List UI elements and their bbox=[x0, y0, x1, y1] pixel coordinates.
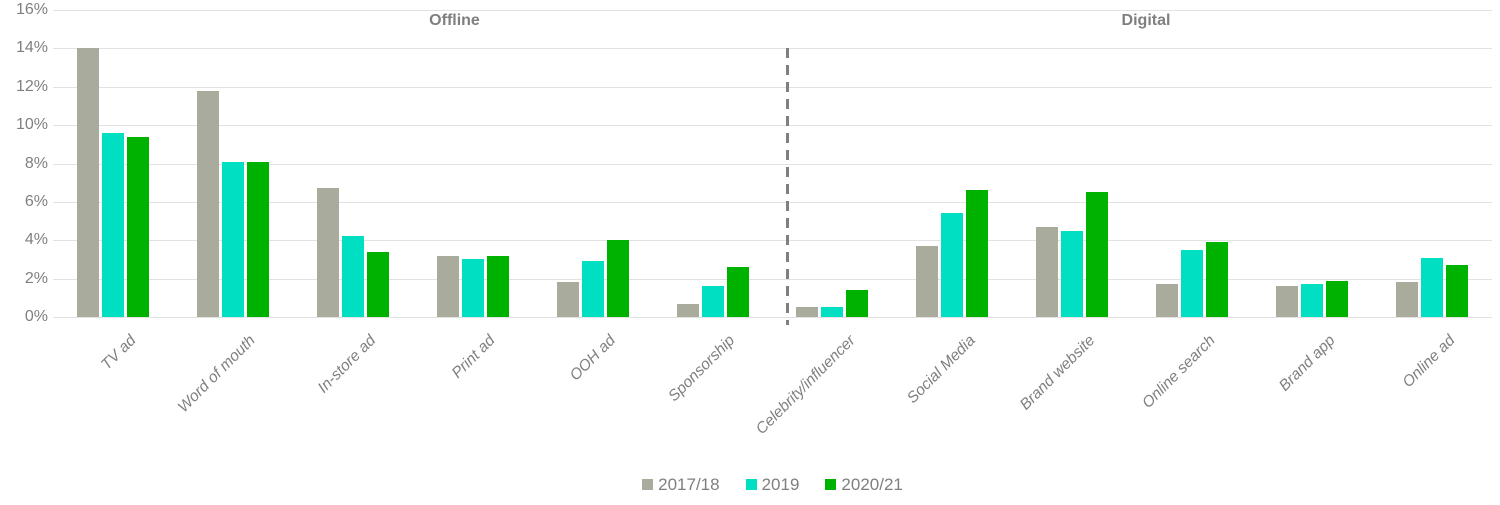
y-tick-label: 12% bbox=[15, 77, 48, 95]
y-tick-label: 4% bbox=[24, 231, 48, 249]
bar-2020-21-brand-website bbox=[1086, 192, 1109, 317]
bar-2020-21-tv-ad bbox=[126, 136, 149, 317]
bar-2017-18-ooh-ad bbox=[556, 282, 579, 317]
legend-swatch-icon bbox=[642, 479, 654, 490]
bar-2020-21-social-media bbox=[966, 190, 989, 317]
y-tick-label: 8% bbox=[24, 154, 48, 172]
bar-2020-21-print-ad bbox=[486, 255, 509, 317]
bar-2019-word-of-mouth bbox=[221, 161, 244, 317]
section-title-offline: Offline bbox=[429, 12, 480, 29]
x-axis-label: Word of mouth bbox=[174, 332, 259, 416]
bar-2019-sponsorship bbox=[701, 286, 724, 317]
legend-item-2019: 2019 bbox=[745, 475, 800, 494]
gridline bbox=[53, 240, 1492, 242]
y-tick-label: 2% bbox=[24, 269, 48, 287]
bar-2019-brand-website bbox=[1061, 230, 1084, 317]
bar-2020-21-celebrity-influencer bbox=[846, 290, 869, 317]
section-title-digital: Digital bbox=[1121, 12, 1171, 29]
gridline bbox=[53, 278, 1492, 280]
legend-swatch-icon bbox=[825, 479, 837, 490]
bar-2019-brand-app bbox=[1301, 284, 1324, 317]
bar-2017-18-online-search bbox=[1156, 284, 1179, 317]
gridline bbox=[53, 125, 1492, 127]
x-axis-label: Brand app bbox=[1275, 332, 1339, 395]
x-axis-label: Online ad bbox=[1399, 332, 1459, 391]
bar-2020-21-ooh-ad bbox=[606, 240, 629, 317]
legend-item-2017-18: 2017/18 bbox=[642, 475, 720, 494]
x-axis-label: OOH ad bbox=[566, 332, 619, 385]
y-tick-label: 16% bbox=[15, 1, 48, 18]
x-axis-label: Celebrity/influencer bbox=[752, 332, 859, 438]
bar-2019-tv-ad bbox=[101, 132, 124, 317]
bar-2017-18-online-ad bbox=[1396, 282, 1419, 317]
offline-digital-divider-line bbox=[786, 48, 789, 325]
bar-2017-18-social-media bbox=[916, 246, 939, 317]
bar-2017-18-celebrity-influencer bbox=[796, 307, 819, 317]
bar-2017-18-word-of-mouth bbox=[196, 90, 219, 317]
bar-2019-social-media bbox=[941, 213, 964, 317]
legend-item-2020-21: 2020/21 bbox=[825, 475, 903, 494]
bar-2019-ooh-ad bbox=[581, 261, 604, 317]
gridline bbox=[53, 10, 1492, 11]
y-tick-label: 10% bbox=[15, 116, 48, 134]
legend-label: 2019 bbox=[761, 475, 800, 494]
legend-label: 2017/18 bbox=[658, 475, 720, 494]
gridline bbox=[53, 317, 1492, 318]
y-tick-label: 0% bbox=[24, 308, 48, 325]
x-axis-label: Brand website bbox=[1016, 332, 1099, 414]
legend-swatch-icon bbox=[745, 479, 757, 490]
bar-2020-21-word-of-mouth bbox=[246, 161, 269, 317]
x-axis-label: In-store ad bbox=[314, 332, 379, 397]
bar-2019-in-store-ad bbox=[341, 236, 364, 317]
bar-2020-21-brand-app bbox=[1326, 280, 1349, 317]
bar-2020-21-online-search bbox=[1206, 242, 1229, 317]
bar-2020-21-online-ad bbox=[1446, 265, 1469, 317]
bar-2019-celebrity-influencer bbox=[821, 307, 844, 317]
bar-2017-18-sponsorship bbox=[676, 303, 699, 317]
y-tick-label: 6% bbox=[24, 192, 48, 210]
gridline bbox=[53, 86, 1492, 88]
legend-label: 2020/21 bbox=[841, 475, 903, 494]
legend: 2017/18 2019 2020/21 bbox=[53, 476, 1492, 493]
bar-2019-online-search bbox=[1181, 249, 1204, 317]
gridline bbox=[53, 48, 1492, 50]
bar-2017-18-brand-website bbox=[1036, 226, 1059, 317]
x-axis-label: Social Media bbox=[903, 332, 979, 407]
x-axis-label: Print ad bbox=[448, 332, 499, 382]
x-axis-label: Online search bbox=[1138, 332, 1219, 412]
bar-2019-online-ad bbox=[1421, 257, 1444, 317]
x-axis-label: Sponsorship bbox=[665, 332, 739, 405]
bar-2017-18-print-ad bbox=[436, 255, 459, 317]
gridline bbox=[53, 163, 1492, 165]
bar-2019-print-ad bbox=[461, 259, 484, 317]
y-tick-label: 14% bbox=[15, 39, 48, 57]
gridline bbox=[53, 201, 1492, 203]
x-axis-label: TV ad bbox=[97, 332, 139, 374]
bar-2017-18-in-store-ad bbox=[316, 188, 339, 317]
bar-2017-18-brand-app bbox=[1276, 286, 1299, 317]
bar-2020-21-sponsorship bbox=[726, 267, 749, 317]
bar-2020-21-in-store-ad bbox=[366, 251, 389, 317]
bar-2017-18-tv-ad bbox=[76, 48, 99, 317]
